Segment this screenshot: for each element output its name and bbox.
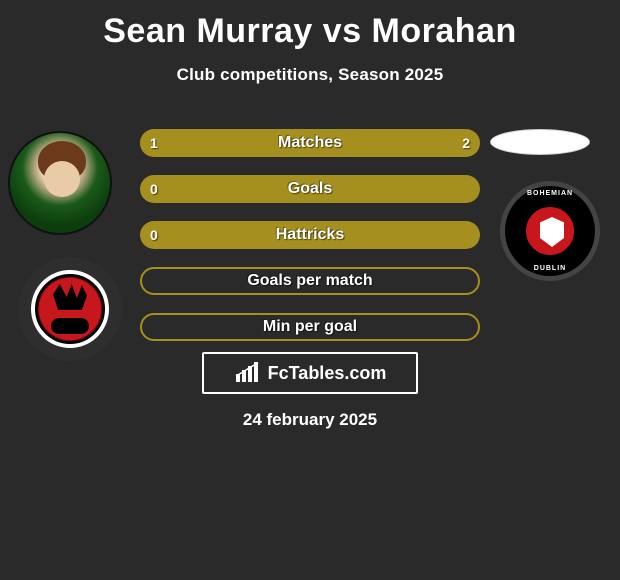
- brand-badge: FcTables.com: [202, 352, 418, 394]
- stat-row: Goals0: [140, 175, 480, 203]
- player2-club-crest: BOHEMIANDUBLIN: [500, 181, 600, 281]
- stat-row: Min per goal: [140, 313, 480, 341]
- stat-row: Matches1 2: [140, 129, 480, 157]
- cork-city-crest-icon: [31, 270, 109, 348]
- stat-label: Matches: [140, 129, 480, 157]
- stat-row: Hattricks0: [140, 221, 480, 249]
- date-line: 24 february 2025: [0, 410, 620, 430]
- stat-left-value: 0: [140, 175, 168, 203]
- player1-avatar: [8, 131, 112, 235]
- stat-bars: Matches12Goals0Hattricks0Goals per match…: [140, 129, 480, 359]
- bar-chart-icon: [234, 362, 262, 384]
- stat-left-value: 0: [140, 221, 168, 249]
- player2-avatar: [490, 129, 590, 155]
- stat-right-value: 2: [452, 129, 480, 157]
- page-title: Sean Murray vs Morahan: [0, 0, 620, 51]
- stat-label: Goals: [140, 175, 480, 203]
- brand-text: FcTables.com: [268, 363, 387, 384]
- stat-left-value: 1: [140, 129, 168, 157]
- stat-label: Goals per match: [142, 269, 478, 293]
- stat-label: Min per goal: [142, 315, 478, 339]
- player1-club-crest: [18, 257, 122, 361]
- bohemian-crest-icon: [522, 203, 578, 259]
- subtitle: Club competitions, Season 2025: [0, 65, 620, 85]
- stat-row: Goals per match: [140, 267, 480, 295]
- stat-label: Hattricks: [140, 221, 480, 249]
